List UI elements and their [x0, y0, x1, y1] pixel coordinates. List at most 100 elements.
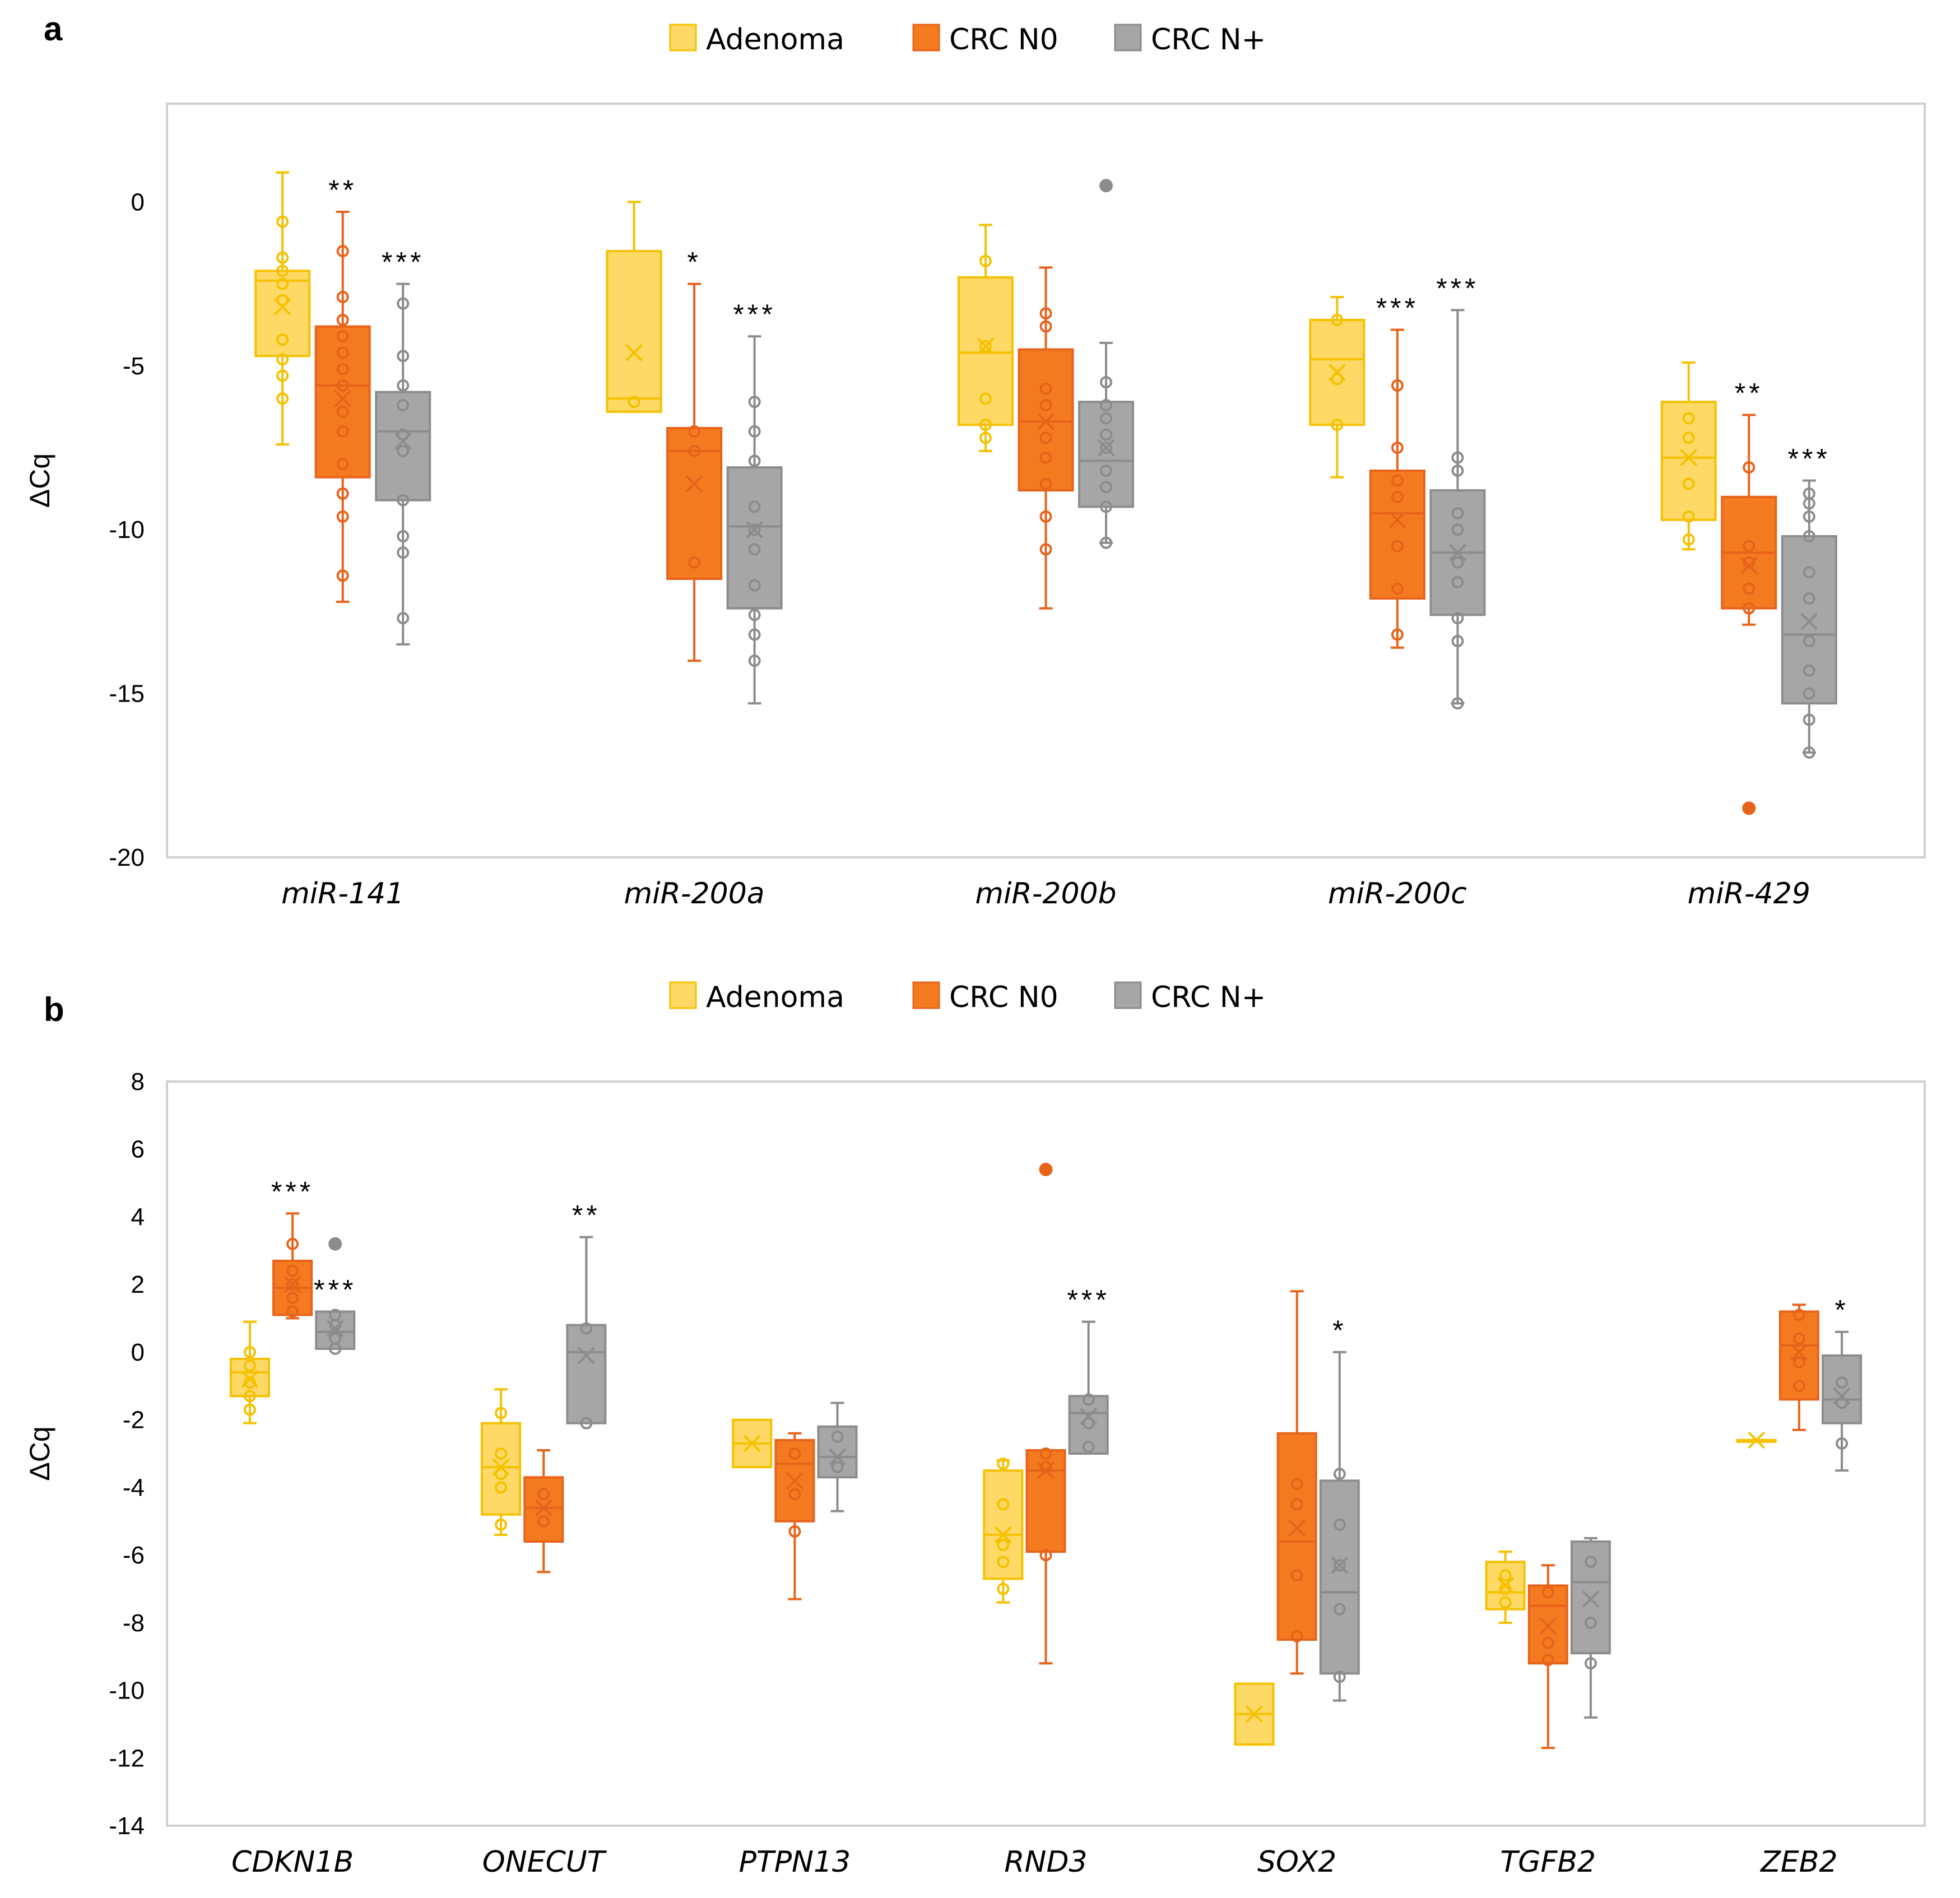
y-tick-label: 0 [131, 1339, 145, 1366]
box-CDKN1B-CRC N0 [272, 1212, 313, 1320]
data-point [748, 523, 761, 536]
y-tick-label: 2 [131, 1271, 145, 1298]
data-point [397, 444, 410, 457]
outlier-point [1742, 801, 1756, 815]
category-label: PTPN13 [739, 1845, 851, 1879]
data-point [1391, 540, 1404, 553]
data-point [997, 1498, 1010, 1511]
box-ZEB2-CRC N+ [1822, 1330, 1863, 1472]
data-point [276, 353, 289, 366]
significance-marker: ** [328, 174, 357, 206]
box-iqr [1778, 1310, 1819, 1401]
category-label: miR-200a [624, 877, 765, 911]
mean-marker-stroke [1539, 1617, 1557, 1635]
data-point [336, 458, 349, 471]
data-point [1451, 612, 1464, 625]
mean-marker [1388, 511, 1406, 529]
data-point [1039, 1549, 1052, 1562]
data-point [1803, 687, 1815, 700]
outlier-point [328, 1237, 342, 1251]
data-point [979, 392, 992, 405]
category-label: miR-429 [1688, 877, 1810, 911]
mean-marker-stroke [829, 1448, 846, 1466]
data-point [1082, 1440, 1095, 1453]
significance-marker: *** [733, 299, 775, 330]
box-ZEB2-CRC N0 [1778, 1303, 1819, 1431]
box-TGFB2-CRC N0 [1527, 1564, 1568, 1749]
box-iqr [1527, 1584, 1568, 1665]
data-point [1792, 1332, 1805, 1345]
data-point [336, 291, 349, 304]
data-point [1836, 1376, 1848, 1389]
y-axis-title: ΔCq [24, 1426, 55, 1481]
box-iqr [666, 426, 723, 580]
data-point [1100, 481, 1113, 494]
data-point [286, 1265, 299, 1278]
mean-marker [1037, 412, 1055, 430]
box-ONECUT-Adenoma [481, 1388, 522, 1536]
category-label: TGFB2 [1500, 1845, 1596, 1879]
box-iqr [983, 1469, 1024, 1580]
legend: Adenoma CRC N0 CRC N+ [669, 23, 1266, 57]
data-point [397, 297, 410, 310]
plot-area [166, 103, 1926, 858]
data-point [276, 294, 289, 307]
data-point [286, 1237, 299, 1250]
mean-marker [1539, 1617, 1557, 1635]
data-point [1682, 412, 1695, 425]
data-point [688, 556, 701, 569]
data-point [1451, 697, 1464, 710]
box-ZEB2-Adenoma [1736, 1431, 1777, 1449]
data-point [1391, 474, 1404, 487]
mean-marker [743, 1435, 761, 1452]
data-point [1743, 556, 1755, 569]
y-tick-label: 4 [131, 1203, 145, 1231]
data-point [688, 444, 701, 457]
mean-marker-stroke [1680, 449, 1698, 466]
significance-marker: *** [1376, 293, 1419, 324]
box-miR-429-CRC N0 [1721, 414, 1777, 815]
mean-marker [1097, 439, 1115, 457]
data-point [580, 1322, 593, 1335]
data-point [1541, 1637, 1554, 1650]
data-point [286, 1278, 299, 1291]
y-axis-title: ΔCq [24, 453, 55, 508]
data-point [1682, 477, 1695, 490]
data-point [1100, 428, 1113, 441]
y-tick-label: -8 [123, 1609, 145, 1637]
category-label: SOX2 [1257, 1845, 1336, 1879]
mean-marker [1748, 1431, 1766, 1449]
data-point [243, 1376, 256, 1389]
y-tick-label: -15 [109, 680, 145, 708]
mean-marker [994, 1526, 1012, 1544]
y-tick-label: -2 [123, 1407, 145, 1434]
mean-marker-stroke [1246, 1705, 1263, 1723]
mean-marker-stroke [743, 1435, 761, 1452]
data-point [1290, 1478, 1303, 1491]
box-SOX2-Adenoma [1234, 1682, 1275, 1746]
panel-label: a [44, 10, 63, 48]
significance-marker: *** [1788, 443, 1831, 475]
significance-marker: *** [382, 247, 424, 278]
mean-marker-stroke [535, 1499, 552, 1516]
data-point [1333, 1468, 1346, 1481]
data-point [1584, 1616, 1597, 1629]
legend-label: Adenoma [706, 23, 844, 57]
mean-marker [1680, 449, 1698, 466]
data-point [1331, 419, 1344, 431]
data-point [997, 1583, 1010, 1595]
box-iqr [1078, 401, 1135, 508]
data-point [979, 419, 992, 431]
box-miR-200a-CRC N+ [726, 335, 783, 705]
mean-marker [977, 337, 995, 355]
mean-marker-stroke [746, 521, 764, 539]
data-point [336, 487, 349, 500]
y-tick-label: -10 [109, 1677, 145, 1705]
data-point [748, 500, 761, 513]
data-point [397, 379, 410, 392]
data-point [1803, 530, 1815, 542]
data-point [336, 245, 349, 258]
box-RND3-CRC N+ [1068, 1320, 1109, 1455]
data-point [580, 1417, 593, 1430]
y-tick-label: -12 [109, 1744, 145, 1772]
